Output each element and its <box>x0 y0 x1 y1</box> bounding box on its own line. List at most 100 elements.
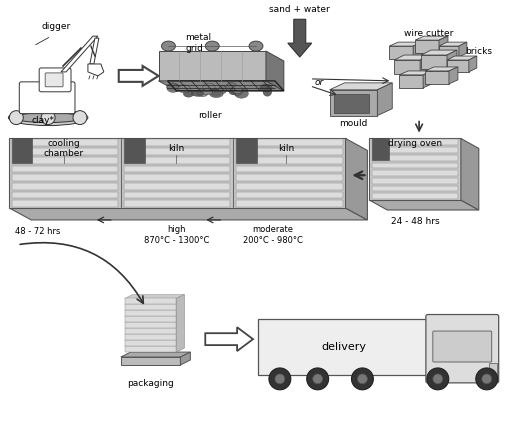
Polygon shape <box>159 51 266 81</box>
Polygon shape <box>415 40 439 53</box>
Ellipse shape <box>232 86 242 94</box>
Polygon shape <box>266 51 284 91</box>
FancyBboxPatch shape <box>237 138 257 163</box>
FancyBboxPatch shape <box>12 148 118 155</box>
FancyBboxPatch shape <box>12 138 32 163</box>
Polygon shape <box>346 138 368 220</box>
Text: metal
grid: metal grid <box>185 33 211 53</box>
Ellipse shape <box>229 88 238 95</box>
Text: 48 - 72 hrs: 48 - 72 hrs <box>14 227 60 236</box>
Ellipse shape <box>167 84 179 92</box>
Ellipse shape <box>196 89 208 97</box>
Polygon shape <box>449 67 458 84</box>
FancyBboxPatch shape <box>489 363 497 381</box>
Ellipse shape <box>226 84 235 90</box>
Ellipse shape <box>161 41 176 51</box>
Text: sand + water: sand + water <box>269 5 330 14</box>
Ellipse shape <box>191 91 203 96</box>
Circle shape <box>275 374 285 384</box>
Polygon shape <box>125 306 184 310</box>
Polygon shape <box>125 346 177 352</box>
Ellipse shape <box>227 84 237 92</box>
Polygon shape <box>9 138 346 208</box>
Text: bricks: bricks <box>465 46 492 56</box>
Polygon shape <box>330 90 377 116</box>
Text: packaging: packaging <box>127 379 174 388</box>
Circle shape <box>357 374 367 384</box>
Ellipse shape <box>14 113 82 122</box>
FancyBboxPatch shape <box>372 193 458 199</box>
FancyBboxPatch shape <box>237 148 343 155</box>
Polygon shape <box>9 208 368 220</box>
Ellipse shape <box>203 83 215 91</box>
Polygon shape <box>399 71 432 75</box>
Text: wire cutter: wire cutter <box>404 29 454 38</box>
FancyBboxPatch shape <box>372 147 458 153</box>
Polygon shape <box>125 328 177 334</box>
Polygon shape <box>330 83 392 90</box>
FancyBboxPatch shape <box>12 192 118 198</box>
Circle shape <box>9 111 23 124</box>
FancyBboxPatch shape <box>12 174 118 181</box>
Polygon shape <box>121 352 190 357</box>
Text: roller: roller <box>199 111 222 120</box>
Polygon shape <box>421 55 447 69</box>
FancyBboxPatch shape <box>237 157 343 164</box>
FancyBboxPatch shape <box>237 174 343 181</box>
Text: kiln: kiln <box>278 144 294 153</box>
Polygon shape <box>180 352 190 365</box>
Polygon shape <box>394 60 420 74</box>
Polygon shape <box>125 298 177 304</box>
FancyBboxPatch shape <box>12 165 118 172</box>
Polygon shape <box>88 64 104 76</box>
Polygon shape <box>125 342 184 346</box>
Polygon shape <box>125 310 177 316</box>
Text: cooling
chamber: cooling chamber <box>44 139 84 158</box>
Polygon shape <box>125 300 184 304</box>
Ellipse shape <box>209 89 220 95</box>
Polygon shape <box>377 83 392 116</box>
Circle shape <box>73 111 87 124</box>
Ellipse shape <box>183 90 194 97</box>
FancyBboxPatch shape <box>426 314 499 383</box>
Text: digger: digger <box>41 22 71 31</box>
Polygon shape <box>125 304 177 310</box>
Polygon shape <box>125 340 177 346</box>
Text: kiln: kiln <box>168 144 184 153</box>
FancyBboxPatch shape <box>12 157 118 164</box>
FancyArrow shape <box>288 19 312 57</box>
Circle shape <box>427 368 449 390</box>
FancyBboxPatch shape <box>124 138 144 163</box>
Ellipse shape <box>249 41 263 51</box>
Polygon shape <box>469 56 477 72</box>
FancyBboxPatch shape <box>19 82 75 114</box>
Text: clay*: clay* <box>32 116 55 124</box>
Polygon shape <box>447 60 469 72</box>
FancyBboxPatch shape <box>237 192 343 198</box>
Polygon shape <box>125 330 184 334</box>
FancyBboxPatch shape <box>124 183 230 189</box>
FancyBboxPatch shape <box>12 140 118 146</box>
Ellipse shape <box>209 90 223 97</box>
FancyBboxPatch shape <box>372 178 458 184</box>
Circle shape <box>482 374 492 384</box>
FancyBboxPatch shape <box>237 200 343 207</box>
Polygon shape <box>159 81 284 91</box>
FancyBboxPatch shape <box>237 165 343 172</box>
Polygon shape <box>125 295 184 298</box>
Ellipse shape <box>205 41 219 51</box>
Ellipse shape <box>234 89 248 98</box>
Ellipse shape <box>219 86 227 94</box>
Polygon shape <box>413 42 422 59</box>
Polygon shape <box>389 42 422 46</box>
Polygon shape <box>125 334 177 340</box>
Polygon shape <box>334 94 369 113</box>
FancyBboxPatch shape <box>124 165 230 172</box>
FancyBboxPatch shape <box>433 331 492 362</box>
FancyBboxPatch shape <box>124 174 230 181</box>
Text: mould: mould <box>339 119 368 128</box>
Polygon shape <box>425 67 458 71</box>
Ellipse shape <box>210 90 221 96</box>
Text: moderate
200°C - 980°C: moderate 200°C - 980°C <box>243 225 303 244</box>
FancyBboxPatch shape <box>258 319 430 375</box>
